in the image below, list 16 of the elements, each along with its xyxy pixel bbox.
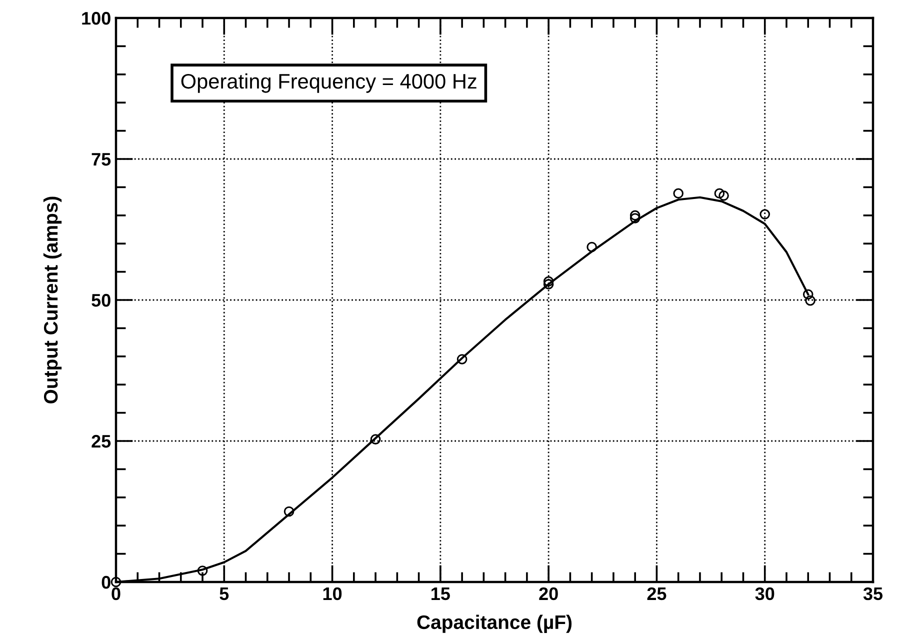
x-tick-label: 35 xyxy=(863,587,883,600)
y-tick-label: 75 xyxy=(92,153,111,166)
x-tick-label: 10 xyxy=(323,587,342,600)
x-tick-label: 30 xyxy=(755,587,774,600)
x-tick-label: 15 xyxy=(432,588,450,600)
x-tick-label: 0 xyxy=(112,587,120,600)
y-axis-title: Output Current (amps) xyxy=(43,196,62,404)
x-tick-label: 25 xyxy=(647,587,666,600)
y-tick-label: 50 xyxy=(92,294,110,307)
annotation: Operating Frequency = 4000 Hz xyxy=(181,73,476,93)
y-tick-label: 25 xyxy=(92,434,111,448)
x-tick-label: 20 xyxy=(539,587,558,600)
x-tick-label: 5 xyxy=(220,588,229,600)
x-axis-title: Capacitance (µF) xyxy=(417,614,572,633)
y-tick-label: 100 xyxy=(82,12,110,25)
y-tick-label: 0 xyxy=(102,576,110,589)
